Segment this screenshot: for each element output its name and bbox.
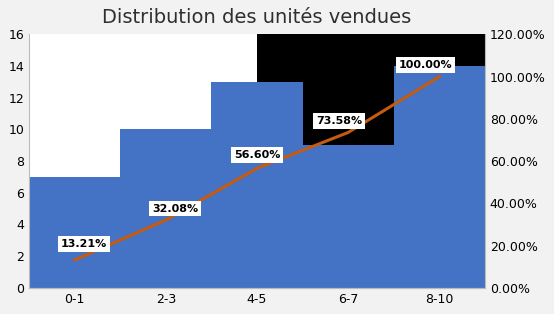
Text: 56.60%: 56.60% <box>234 150 280 160</box>
Text: 100.00%: 100.00% <box>398 60 452 70</box>
Title: Distribution des unités vendues: Distribution des unités vendues <box>102 8 412 27</box>
Bar <box>120 129 212 288</box>
Bar <box>212 82 302 288</box>
Bar <box>394 66 485 288</box>
Text: 13.21%: 13.21% <box>61 239 107 249</box>
Text: 73.58%: 73.58% <box>316 116 362 126</box>
Text: 32.08%: 32.08% <box>152 203 198 214</box>
Bar <box>302 145 394 288</box>
Bar <box>29 177 120 288</box>
